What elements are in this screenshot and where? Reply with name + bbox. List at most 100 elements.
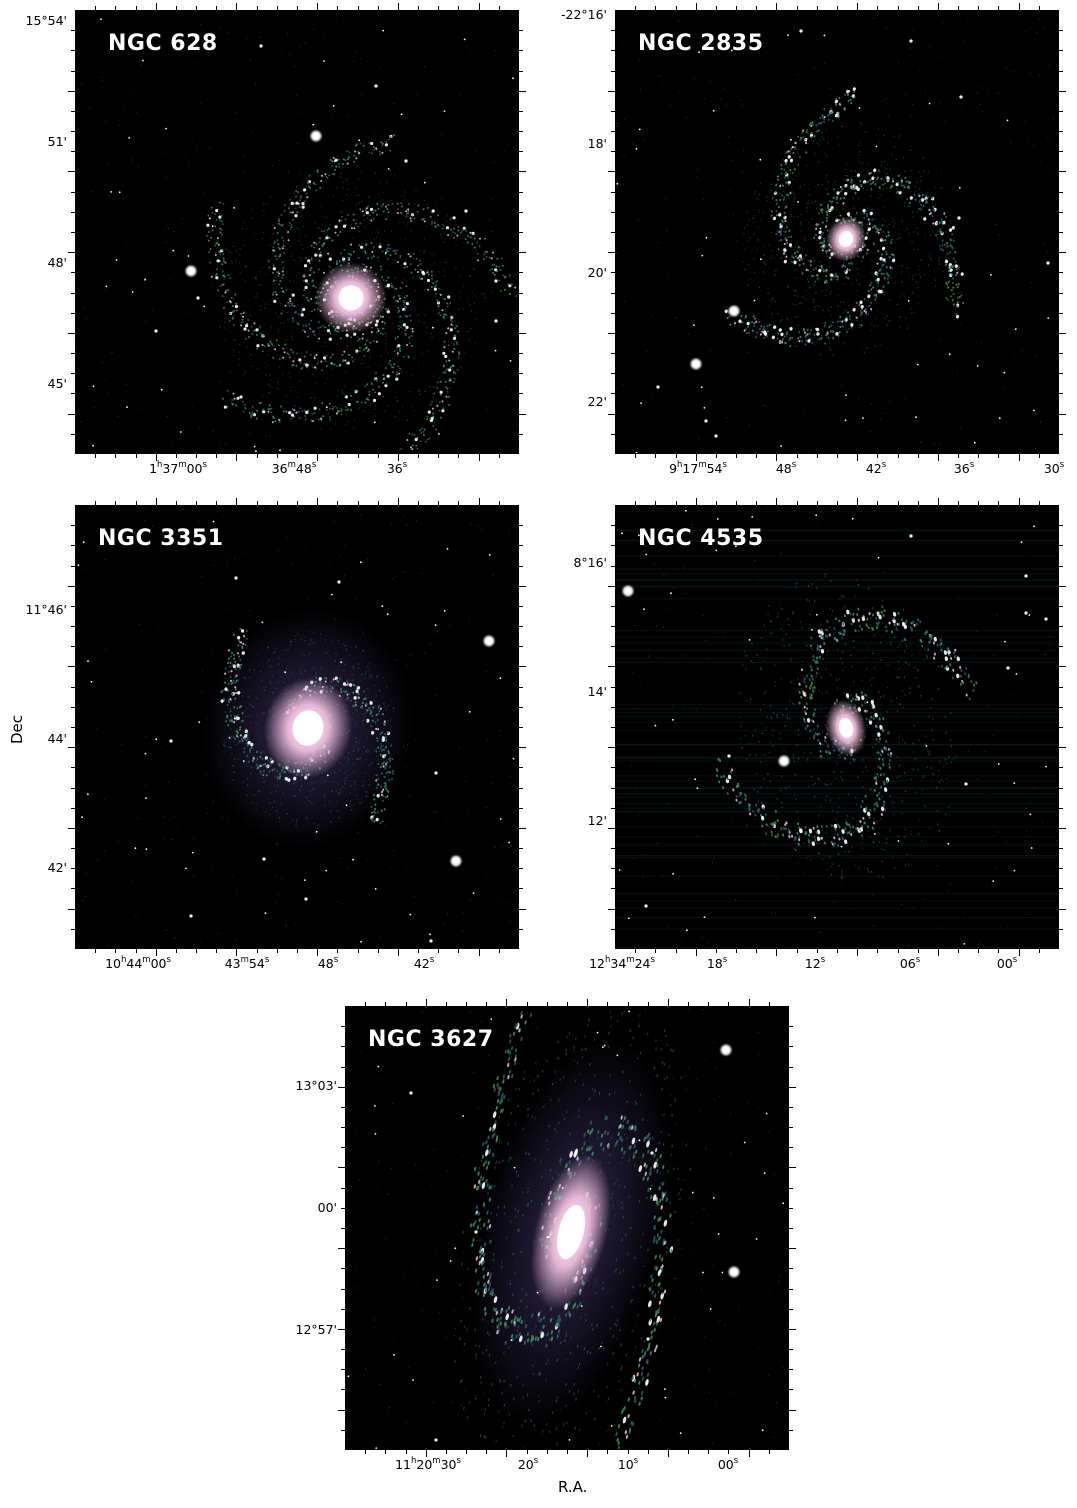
disk-pixel — [308, 643, 311, 645]
arm-knot — [340, 407, 343, 410]
arm-knot — [340, 687, 343, 691]
arm-knot — [408, 432, 411, 435]
noise-pixel — [470, 900, 472, 902]
noise-pixel — [1053, 170, 1055, 172]
arm-knot — [756, 331, 759, 334]
disk-pixel — [268, 813, 271, 816]
noise-pixel — [497, 898, 499, 900]
arm-knot — [823, 115, 826, 119]
faint-star — [179, 431, 182, 433]
disk-pixel — [839, 301, 842, 303]
faint-star — [134, 847, 137, 850]
arm-knot — [885, 252, 888, 256]
disk-pixel — [451, 368, 453, 370]
arm-knot — [387, 247, 390, 250]
arm-knot — [825, 225, 828, 228]
arm-knot — [272, 246, 275, 249]
arm-knot — [276, 776, 279, 779]
arm-knot — [292, 305, 295, 308]
noise-pixel — [385, 335, 387, 337]
arm-knot — [338, 410, 341, 413]
noise-pixel — [751, 333, 753, 335]
arm-knot — [329, 332, 332, 335]
arm-knot — [842, 196, 845, 200]
disk-pixel — [255, 723, 258, 725]
noise-pixel — [736, 240, 738, 242]
disk-pixel — [361, 753, 364, 755]
arm-knot — [329, 159, 332, 161]
arm-knot — [382, 210, 385, 213]
disk-pixel — [753, 271, 756, 274]
disk-pixel — [780, 168, 783, 170]
arm-knot — [272, 267, 276, 271]
noise-pixel — [1033, 39, 1035, 41]
arm-knot — [335, 407, 338, 409]
noise-pixel — [185, 154, 187, 156]
noise-pixel — [884, 407, 886, 409]
disk-pixel — [334, 405, 337, 407]
noise-pixel — [359, 510, 361, 512]
arm-knot — [365, 244, 367, 247]
noise-pixel — [307, 597, 309, 599]
arm-knot — [398, 297, 401, 300]
noise-pixel — [82, 899, 84, 901]
disk-pixel — [346, 178, 348, 180]
noise-pixel — [447, 838, 449, 840]
arm-knot — [314, 411, 316, 414]
noise-pixel — [466, 780, 468, 782]
disk-pixel — [361, 673, 363, 676]
arm-knot — [815, 327, 820, 332]
noise-pixel — [723, 87, 725, 89]
arm-knot — [222, 257, 225, 260]
disk-pixel — [433, 221, 435, 224]
arm-knot — [457, 357, 460, 360]
disk-pixel — [877, 197, 880, 199]
disk-pixel — [774, 274, 776, 276]
noise-pixel — [341, 392, 343, 394]
arm-knot — [498, 279, 501, 282]
arm-knot — [860, 311, 863, 314]
noise-pixel — [616, 125, 618, 127]
disk-pixel — [353, 427, 355, 429]
arm-knot — [407, 253, 410, 256]
disk-pixel — [256, 368, 259, 370]
arm-knot — [380, 809, 383, 812]
arm-knot — [859, 300, 863, 305]
disk-pixel — [404, 258, 407, 260]
arm-knot — [227, 649, 230, 652]
arm-knot — [891, 184, 894, 188]
noise-pixel — [510, 274, 512, 276]
arm-knot — [229, 676, 232, 679]
disk-pixel — [310, 639, 312, 642]
arm-knot — [836, 278, 839, 281]
arm-knot — [368, 142, 371, 144]
noise-pixel — [170, 839, 172, 841]
disk-pixel — [357, 194, 359, 196]
disk-pixel — [369, 404, 371, 406]
faint-star — [345, 804, 348, 807]
disk-pixel — [760, 219, 762, 222]
arm-knot — [823, 280, 827, 283]
disk-pixel — [308, 313, 310, 315]
arm-knot — [364, 347, 367, 350]
disk-pixel — [230, 728, 232, 730]
arm-knot — [397, 324, 400, 327]
disk-pixel — [423, 249, 425, 252]
arm-knot — [820, 234, 823, 237]
arm-knot — [872, 286, 875, 289]
disk-pixel — [237, 757, 240, 760]
arm-knot — [815, 130, 818, 133]
noise-pixel — [210, 843, 212, 845]
disk-pixel — [384, 324, 386, 326]
disk-pixel — [268, 259, 270, 261]
faint-star — [780, 445, 782, 447]
arm-knot — [886, 277, 889, 280]
disk-pixel — [336, 186, 338, 189]
noise-pixel — [996, 403, 998, 405]
arm-knot — [303, 273, 306, 276]
arm-knot — [438, 409, 441, 412]
arm-knot — [359, 142, 362, 145]
arm-knot — [272, 249, 275, 252]
arm-knot — [239, 726, 242, 729]
arm-knot — [876, 262, 879, 265]
